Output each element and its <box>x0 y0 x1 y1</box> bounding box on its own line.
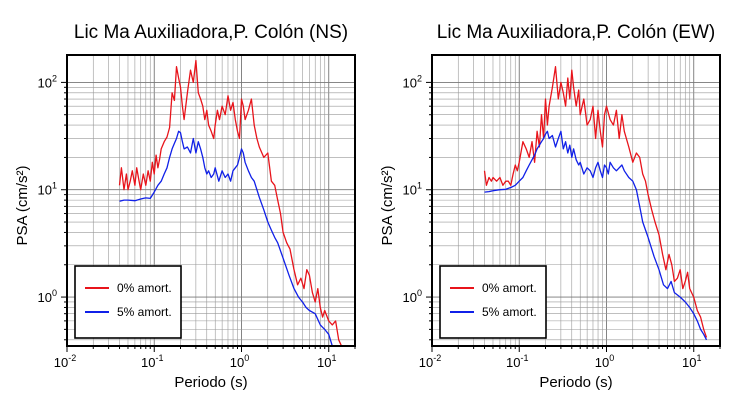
y-axis-label: PSA (cm/s²) <box>379 165 396 245</box>
x-tick-label: 101 <box>682 353 701 370</box>
x-axis-label: Periodo (s) <box>174 374 247 391</box>
legend-box <box>439 265 547 339</box>
y-tick-label: 102 <box>403 73 422 90</box>
chart-panel-2: 10-2 10-1 100 101 100 101 102 Lic Ma Auxiliador… <box>379 22 721 391</box>
legend: 0% amort. 5% amort. <box>74 265 182 339</box>
legend-label: 5% amort. <box>117 305 172 319</box>
chart-title: Lic Ma Auxiliadora,P. Colón (NS) <box>74 22 348 43</box>
y-tick-label: 100 <box>38 288 57 305</box>
x-tick-label: 10-2 <box>54 353 76 370</box>
x-tick-label: 10-1 <box>141 353 163 370</box>
chart-title: Lic Ma Auxiliadora,P. Colón (EW) <box>437 22 715 43</box>
series-line-damped <box>119 130 336 347</box>
x-tick-label: 100 <box>230 353 249 370</box>
y-tick-label: 101 <box>38 181 57 198</box>
x-tick-label: 10-1 <box>506 353 528 370</box>
x-axis-label: Periodo (s) <box>539 374 612 391</box>
y-tick-label: 102 <box>38 73 57 90</box>
legend-label: 0% amort. <box>117 281 172 295</box>
x-tick-label: 101 <box>317 353 336 370</box>
legend-box <box>74 265 182 339</box>
series-line-undamped <box>118 59 343 347</box>
chart-panel-1: 10-2 10-1 100 101 100 101 102 Lic Ma Auxiliador… <box>14 22 356 391</box>
y-tick-label: 100 <box>403 288 422 305</box>
series-line-damped <box>484 130 708 341</box>
legend-label: 5% amort. <box>482 305 537 319</box>
legend: 0% amort. 5% amort. <box>439 265 547 339</box>
y-tick-label: 101 <box>403 181 422 198</box>
x-tick-label: 100 <box>595 353 614 370</box>
legend-label: 0% amort. <box>482 281 537 295</box>
x-tick-label: 10-2 <box>419 353 441 370</box>
y-axis-label: PSA (cm/s²) <box>14 165 31 245</box>
series-line-undamped <box>483 66 708 338</box>
